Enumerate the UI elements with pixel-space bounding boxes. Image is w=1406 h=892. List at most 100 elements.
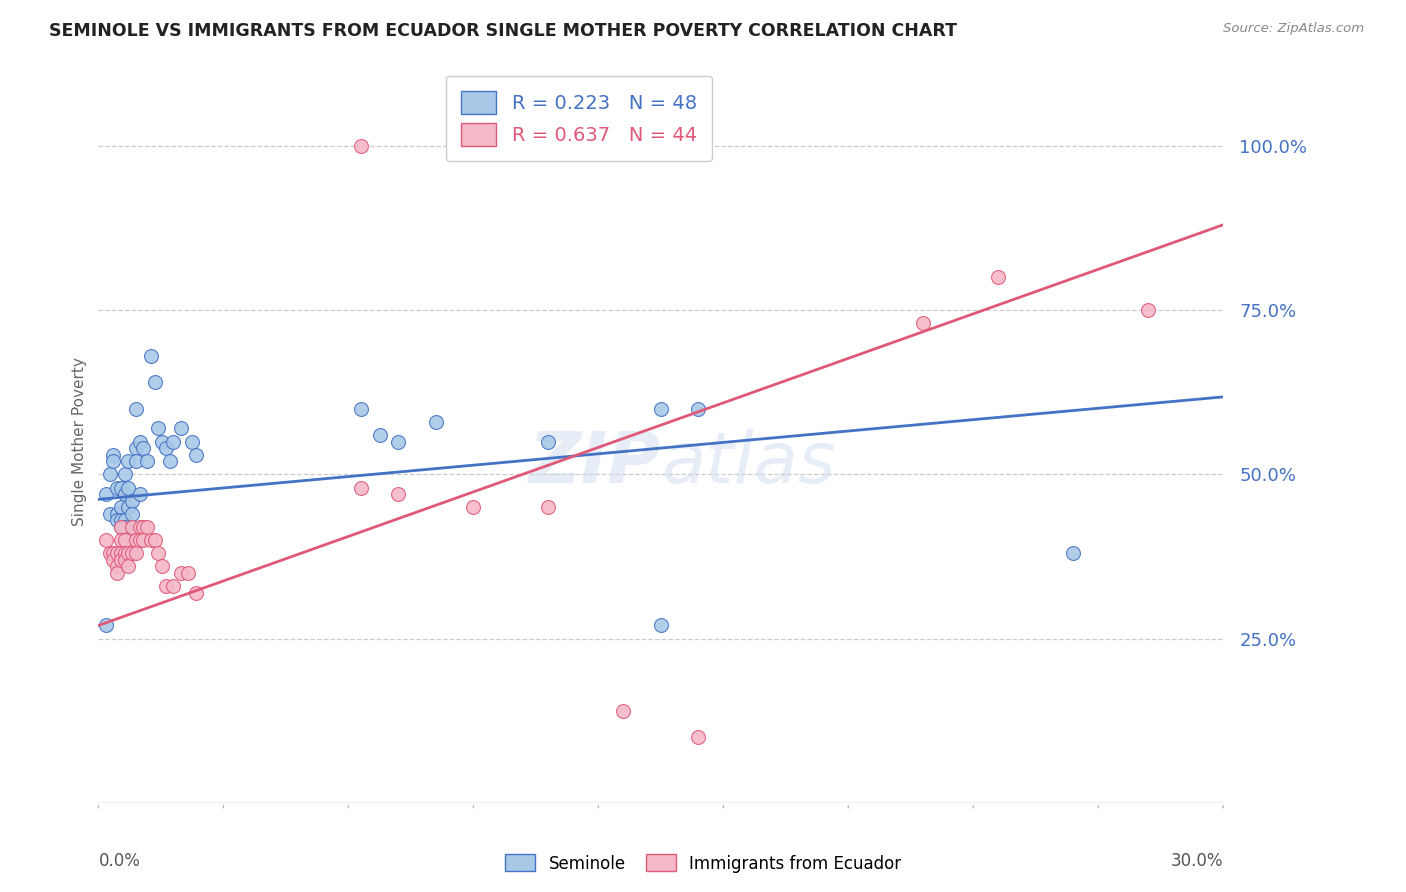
Point	[110, 481, 132, 495]
Point	[110, 513, 132, 527]
Point	[98, 507, 121, 521]
Point	[537, 500, 560, 515]
Point	[688, 401, 710, 416]
Point	[125, 533, 148, 547]
Point	[117, 559, 139, 574]
Point	[105, 566, 128, 580]
Point	[114, 467, 136, 482]
Point	[463, 500, 485, 515]
Point	[537, 434, 560, 449]
Point	[114, 520, 136, 534]
Point	[139, 349, 162, 363]
Text: ZIP: ZIP	[529, 429, 661, 498]
Point	[162, 434, 184, 449]
Point	[105, 513, 128, 527]
Point	[139, 533, 162, 547]
Point	[128, 434, 150, 449]
Point	[155, 441, 177, 455]
Point	[148, 546, 170, 560]
Point	[98, 546, 121, 560]
Point	[912, 316, 935, 330]
Text: atlas: atlas	[661, 429, 835, 498]
Point	[132, 533, 155, 547]
Point	[110, 553, 132, 567]
Point	[103, 454, 125, 468]
Point	[184, 585, 207, 599]
Point	[121, 546, 143, 560]
Point	[1062, 546, 1084, 560]
Point	[110, 500, 132, 515]
Point	[350, 139, 373, 153]
Point	[103, 448, 125, 462]
Point	[105, 559, 128, 574]
Point	[94, 487, 117, 501]
Point	[114, 487, 136, 501]
Point	[150, 559, 173, 574]
Point	[103, 546, 125, 560]
Point	[110, 520, 132, 534]
Point	[425, 415, 447, 429]
Point	[688, 730, 710, 744]
Point	[128, 520, 150, 534]
Point	[150, 434, 173, 449]
Point	[162, 579, 184, 593]
Point	[368, 428, 391, 442]
Legend: Seminole, Immigrants from Ecuador: Seminole, Immigrants from Ecuador	[498, 847, 908, 880]
Point	[132, 520, 155, 534]
Point	[105, 507, 128, 521]
Point	[136, 454, 159, 468]
Point	[155, 579, 177, 593]
Point	[387, 487, 409, 501]
Point	[136, 520, 159, 534]
Point	[177, 566, 200, 580]
Point	[159, 454, 181, 468]
Point	[121, 520, 143, 534]
Point	[110, 546, 132, 560]
Point	[114, 553, 136, 567]
Point	[350, 481, 373, 495]
Point	[103, 553, 125, 567]
Point	[105, 546, 128, 560]
Point	[105, 481, 128, 495]
Point	[387, 434, 409, 449]
Point	[170, 421, 193, 435]
Point	[114, 533, 136, 547]
Point	[987, 270, 1010, 285]
Text: 0.0%: 0.0%	[98, 852, 141, 870]
Point	[612, 704, 634, 718]
Point	[132, 441, 155, 455]
Point	[650, 618, 672, 632]
Point	[121, 507, 143, 521]
Point	[143, 376, 166, 390]
Point	[110, 533, 132, 547]
Point	[110, 520, 132, 534]
Point	[128, 487, 150, 501]
Text: Source: ZipAtlas.com: Source: ZipAtlas.com	[1223, 22, 1364, 36]
Point	[181, 434, 204, 449]
Legend: R = 0.223   N = 48, R = 0.637   N = 44: R = 0.223 N = 48, R = 0.637 N = 44	[446, 76, 713, 161]
Point	[117, 454, 139, 468]
Text: 30.0%: 30.0%	[1171, 852, 1223, 870]
Point	[350, 401, 373, 416]
Point	[170, 566, 193, 580]
Point	[125, 401, 148, 416]
Point	[114, 546, 136, 560]
Point	[125, 454, 148, 468]
Point	[94, 618, 117, 632]
Point	[117, 500, 139, 515]
Point	[117, 546, 139, 560]
Point	[117, 481, 139, 495]
Point	[125, 441, 148, 455]
Point	[1137, 303, 1160, 318]
Point	[125, 546, 148, 560]
Point	[650, 401, 672, 416]
Point	[148, 421, 170, 435]
Point	[121, 493, 143, 508]
Point	[94, 533, 117, 547]
Text: SEMINOLE VS IMMIGRANTS FROM ECUADOR SINGLE MOTHER POVERTY CORRELATION CHART: SEMINOLE VS IMMIGRANTS FROM ECUADOR SING…	[49, 22, 957, 40]
Point	[114, 513, 136, 527]
Y-axis label: Single Mother Poverty: Single Mother Poverty	[72, 357, 87, 526]
Point	[184, 448, 207, 462]
Point	[128, 533, 150, 547]
Point	[143, 533, 166, 547]
